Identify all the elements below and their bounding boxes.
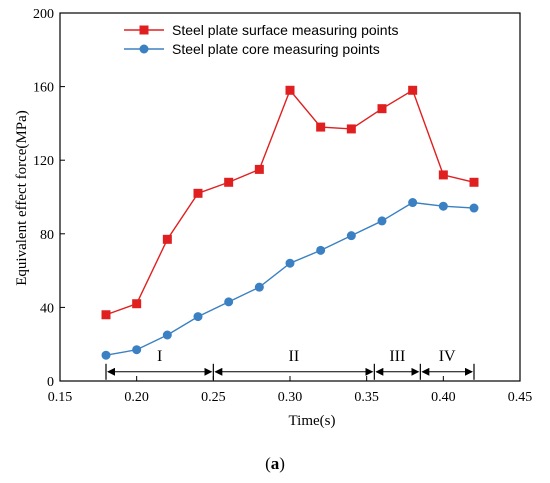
y-tick-label: 120 [33,154,54,169]
data-point-square [438,170,448,180]
data-point-circle [101,350,111,360]
data-point-circle [132,345,142,355]
legend-label-1: Steel plate surface measuring points [172,22,398,38]
data-point-square [285,85,295,95]
caption-close: ) [279,454,285,473]
stage-label: IV [439,348,456,365]
data-point-square [224,177,234,187]
data-point-square [377,104,387,114]
data-point-square [193,188,203,198]
legend-label-2: Steel plate core measuring points [172,41,380,57]
stage-label: I [157,348,162,365]
data-point-circle [438,201,448,211]
stage-label: II [289,348,300,365]
legend-marker-circle [139,44,149,54]
x-tick-label: 0.15 [48,390,73,405]
data-point-circle [224,297,234,307]
y-axis-title: Equivalent effect force(MPa) [14,110,30,285]
data-point-square [469,177,479,187]
x-tick-label: 0.40 [431,390,456,405]
data-point-circle [162,330,172,340]
caption-open: ( [265,454,271,473]
x-tick-label: 0.30 [278,390,303,405]
y-tick-label: 0 [47,375,54,390]
data-point-circle [316,245,326,255]
figure-caption: (a) [265,454,285,473]
data-point-square [101,310,111,320]
plot-frame [59,12,521,382]
plot-area: 0.15 0.20 0.25 0.30 0.35 0.40 0.45 0 40 80 120 160 2… [33,7,532,405]
data-point-square [132,299,142,309]
x-tick-label: 0.45 [508,390,533,405]
data-point-square [316,122,326,132]
data-point-circle [377,216,387,226]
x-tick-label: 0.25 [201,390,226,405]
y-tick-label: 160 [33,81,54,96]
data-point-circle [285,258,295,268]
caption-letter: a [271,454,280,473]
data-point-square [408,85,418,95]
data-point-square [346,124,356,134]
legend-marker-square [139,25,149,35]
y-tick-label: 40 [40,301,54,316]
series-line-2 [105,201,475,356]
data-point-square [254,164,264,174]
series-line-1 [105,88,475,316]
data-point-circle [469,203,479,213]
y-tick-label: 200 [33,7,54,22]
stage-label: III [389,348,405,365]
data-point-circle [408,198,418,208]
x-axis-title: Time(s) [289,413,336,429]
data-point-circle [193,312,203,322]
data-point-circle [254,282,264,292]
x-tick-label: 0.20 [124,390,149,405]
data-point-circle [346,231,356,241]
x-tick-label: 0.35 [354,390,379,405]
data-point-square [162,234,172,244]
y-tick-label: 80 [40,228,54,243]
